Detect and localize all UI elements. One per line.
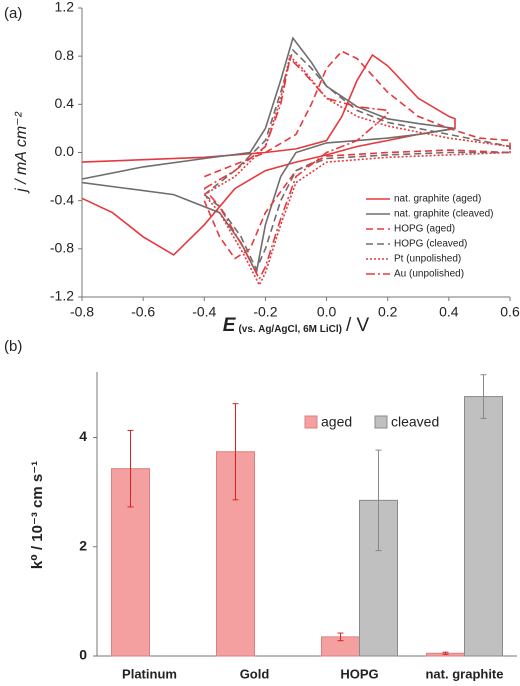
y-tick-label: -1.2 — [50, 288, 74, 304]
panel-label: (b) — [4, 338, 22, 355]
y-tick-label: -0.4 — [50, 191, 74, 207]
legend-label: HOPG (cleaved) — [394, 239, 467, 250]
cv-curve — [203, 50, 511, 260]
x-tick-label: 0.4 — [439, 304, 459, 320]
legend-label: Pt (unpolished) — [394, 254, 461, 265]
x-tick-label: 0.2 — [378, 304, 398, 320]
x-tick-label: nat. graphite — [425, 666, 503, 681]
y-tick-label: 0.8 — [55, 47, 75, 63]
cv-curve — [203, 56, 389, 281]
x-label-unit: / V — [346, 315, 370, 336]
y-axis-label: k⁰ / 10⁻³ cm s⁻¹ — [29, 461, 46, 569]
bar — [464, 396, 503, 657]
legend-swatch — [374, 415, 388, 429]
cv-curve — [81, 36, 456, 276]
cv-curve — [81, 53, 456, 256]
y-tick-label: 0.4 — [55, 95, 75, 111]
x-axis-label: E (vs. Ag/AgCl, 6M LiCl) / V — [223, 315, 370, 336]
y-tick-label: 4 — [79, 428, 87, 444]
x-tick-label: -0.4 — [192, 304, 216, 320]
x-tick-label: 0.0 — [317, 304, 337, 320]
legend-swatch — [304, 415, 318, 429]
legend-label: cleaved — [391, 414, 439, 430]
legend-label: aged — [321, 414, 352, 430]
y-tick-label: 2 — [79, 537, 87, 553]
y-tick-label: 1.2 — [55, 0, 75, 15]
x-tick-label: Gold — [240, 666, 270, 681]
legend-label: HOPG (aged) — [394, 224, 455, 235]
legend-label: Au (unpolished) — [394, 269, 464, 280]
x-tick-label: -0.6 — [131, 304, 155, 320]
x-tick-label: -0.8 — [70, 304, 94, 320]
y-axis-label: j / mA cm⁻² — [13, 111, 30, 194]
x-tick-label: Platinum — [122, 666, 177, 681]
legend-label: nat. graphite (cleaved) — [394, 209, 494, 220]
x-label-symbol: E — [223, 315, 237, 336]
legend-label: nat. graphite (aged) — [394, 194, 481, 205]
y-tick-label: 0.0 — [55, 143, 75, 159]
panel-label: (a) — [4, 5, 22, 22]
x-label-subscript: (vs. Ag/AgCl, 6M LiCl) — [238, 324, 342, 335]
cv-curve — [203, 48, 511, 272]
cv-curve — [203, 54, 511, 287]
y-tick-label: -0.8 — [50, 240, 74, 256]
x-tick-label: -0.2 — [253, 304, 277, 320]
x-tick-label: 0.6 — [500, 304, 520, 320]
y-tick-label: 0 — [79, 647, 87, 663]
x-tick-label: HOPG — [340, 666, 378, 681]
